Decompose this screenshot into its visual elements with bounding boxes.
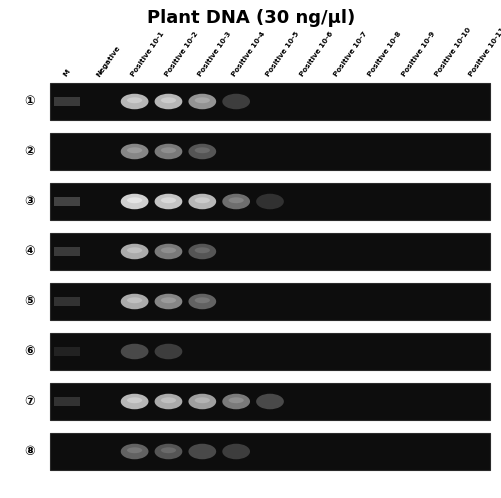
Ellipse shape [160, 248, 176, 253]
Ellipse shape [222, 194, 249, 209]
Ellipse shape [188, 194, 216, 209]
Ellipse shape [121, 94, 148, 109]
Text: Positive 10-4: Positive 10-4 [231, 31, 266, 78]
Ellipse shape [160, 397, 176, 403]
Text: Positive 10-3: Positive 10-3 [197, 31, 232, 78]
Text: Positive 10-6: Positive 10-6 [298, 31, 334, 78]
Text: ⑦: ⑦ [25, 395, 35, 408]
Text: Positive 10-2: Positive 10-2 [163, 31, 198, 78]
Text: ⑥: ⑥ [25, 345, 35, 358]
Ellipse shape [188, 294, 216, 309]
Ellipse shape [188, 394, 216, 409]
Ellipse shape [160, 447, 176, 453]
Text: Positive 10-10: Positive 10-10 [433, 27, 471, 78]
Text: Positive 10-1: Positive 10-1 [129, 31, 165, 78]
Ellipse shape [194, 97, 209, 103]
Ellipse shape [121, 244, 148, 259]
Ellipse shape [154, 94, 182, 109]
Ellipse shape [121, 194, 148, 209]
Ellipse shape [154, 344, 182, 359]
Bar [50, 133, 489, 170]
Text: Positive 10-5: Positive 10-5 [265, 31, 300, 78]
Bar [54, 397, 80, 406]
Ellipse shape [121, 144, 148, 159]
Ellipse shape [127, 397, 142, 403]
Ellipse shape [154, 294, 182, 309]
Text: ⑤: ⑤ [25, 295, 35, 308]
Text: Positive 10-8: Positive 10-8 [366, 31, 401, 78]
Ellipse shape [127, 248, 142, 253]
Ellipse shape [188, 144, 216, 159]
Ellipse shape [188, 94, 216, 109]
Ellipse shape [154, 394, 182, 409]
Text: Positive 10-7: Positive 10-7 [332, 31, 367, 78]
Ellipse shape [256, 394, 283, 409]
Bar [50, 433, 489, 470]
Ellipse shape [222, 444, 249, 459]
Ellipse shape [160, 297, 176, 303]
Ellipse shape [194, 147, 209, 153]
Ellipse shape [188, 444, 216, 459]
Text: Positive 10-9: Positive 10-9 [400, 31, 435, 78]
Ellipse shape [256, 194, 283, 209]
Bar [54, 297, 80, 306]
Ellipse shape [222, 94, 249, 109]
Bar [50, 383, 489, 420]
Ellipse shape [194, 397, 209, 403]
Ellipse shape [228, 397, 243, 403]
Bar [50, 83, 489, 120]
Ellipse shape [127, 297, 142, 303]
Bar [50, 233, 489, 270]
Text: ②: ② [25, 145, 35, 158]
Ellipse shape [154, 144, 182, 159]
Ellipse shape [121, 294, 148, 309]
Ellipse shape [127, 97, 142, 103]
Ellipse shape [154, 194, 182, 209]
Text: ①: ① [25, 95, 35, 108]
Bar [50, 333, 489, 370]
Ellipse shape [154, 444, 182, 459]
Bar [54, 97, 80, 106]
Text: M: M [62, 69, 71, 78]
Ellipse shape [154, 244, 182, 259]
Ellipse shape [194, 248, 209, 253]
Ellipse shape [194, 197, 209, 203]
Ellipse shape [127, 147, 142, 153]
Bar [54, 247, 80, 256]
Text: Positive 10-11: Positive 10-11 [467, 27, 501, 78]
Ellipse shape [188, 244, 216, 259]
Text: ④: ④ [25, 245, 35, 258]
Text: ⑧: ⑧ [25, 445, 35, 458]
Text: Plant DNA (30 ng/μl): Plant DNA (30 ng/μl) [147, 9, 354, 27]
Ellipse shape [160, 97, 176, 103]
Ellipse shape [127, 197, 142, 203]
Bar [54, 197, 80, 206]
Ellipse shape [121, 344, 148, 359]
Bar [50, 183, 489, 220]
Ellipse shape [121, 444, 148, 459]
Text: Negative: Negative [96, 44, 122, 78]
Ellipse shape [194, 297, 209, 303]
Ellipse shape [127, 447, 142, 453]
Ellipse shape [222, 394, 249, 409]
Ellipse shape [121, 394, 148, 409]
Ellipse shape [228, 197, 243, 203]
Bar [50, 283, 489, 320]
Ellipse shape [160, 197, 176, 203]
Bar [54, 347, 80, 356]
Ellipse shape [160, 147, 176, 153]
Text: ③: ③ [25, 195, 35, 208]
